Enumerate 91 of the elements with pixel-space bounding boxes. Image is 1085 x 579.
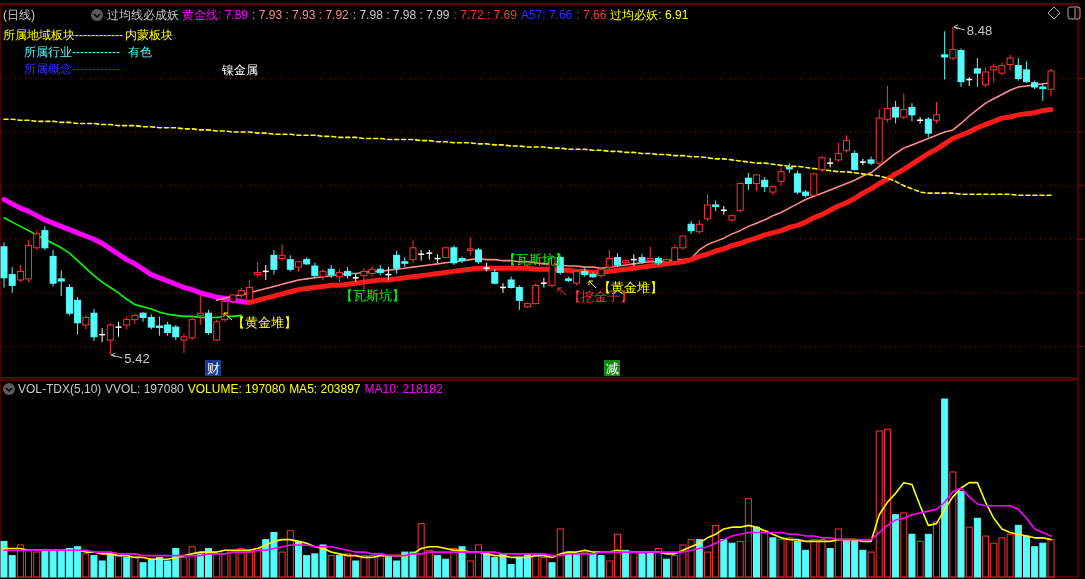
- candlestick: [605, 249, 613, 270]
- bar: [458, 546, 466, 578]
- candlestick: [973, 57, 981, 88]
- bar: [630, 551, 638, 578]
- text: : 7.93 : 7.93 : 7.92: [252, 8, 350, 22]
- bar: [916, 540, 924, 578]
- candlestick: [982, 67, 990, 88]
- text: : 7.72 : 7.69: [453, 8, 518, 22]
- text: 减: [605, 361, 619, 376]
- bar: [695, 539, 703, 578]
- candlestick: [900, 92, 908, 120]
- candlestick: [540, 277, 547, 288]
- chart-title: VOL-TDX(5,10): [18, 382, 102, 396]
- bar: [900, 512, 908, 578]
- candlestick: [278, 244, 286, 262]
- candlestick: [827, 157, 834, 168]
- bar: [957, 491, 965, 578]
- text: MA10: 218182: [364, 382, 443, 396]
- bar: [924, 533, 932, 578]
- bar: [556, 528, 564, 578]
- bar: [1047, 539, 1055, 578]
- annotation: 【黄金堆】: [232, 315, 297, 330]
- candlestick: [466, 236, 474, 256]
- candlestick: [859, 158, 866, 166]
- candlestick: [777, 165, 785, 187]
- candlestick: [319, 268, 327, 281]
- candlestick: [90, 308, 98, 342]
- candlestick: [41, 225, 49, 251]
- candlestick: [270, 249, 278, 276]
- candlestick: [106, 322, 114, 356]
- text: : 7.66: [576, 8, 607, 22]
- text: 黄金线: 7.89: [182, 8, 249, 22]
- bar: [622, 549, 630, 578]
- bar: [941, 398, 949, 578]
- bar: [949, 471, 957, 578]
- candlestick: [409, 239, 417, 264]
- annotation: 5.42: [124, 351, 150, 366]
- bar: [973, 517, 981, 578]
- annotation: 所属概念------------: [24, 62, 120, 76]
- annotation: 有色: [128, 45, 152, 59]
- bar: [834, 528, 842, 578]
- bar: [753, 526, 761, 578]
- bar: [826, 548, 834, 578]
- bar: [932, 521, 940, 578]
- text: 过均必妖: 6.91: [610, 8, 689, 22]
- bar: [908, 533, 916, 578]
- candlestick: [924, 116, 932, 138]
- bar: [761, 530, 769, 578]
- bar: [654, 548, 662, 578]
- candlestick: [196, 294, 204, 326]
- bar: [115, 555, 123, 578]
- text: MA5: 203897: [289, 382, 361, 396]
- candlestick: [941, 30, 949, 81]
- candlestick: [892, 100, 900, 124]
- candlestick: [687, 220, 695, 235]
- bar: [663, 558, 671, 578]
- annotation: 所属行业------------: [24, 45, 120, 59]
- bar: [581, 551, 589, 578]
- bar: [123, 556, 131, 578]
- candlestick: [703, 193, 711, 222]
- annotation: 8.48: [966, 23, 993, 38]
- bar: [327, 555, 335, 578]
- candlestick: [1047, 68, 1055, 97]
- annotation: 所属地域板块------------: [3, 28, 123, 42]
- annotation: 【瓦斯坑】: [340, 288, 405, 303]
- text: 财: [206, 361, 220, 376]
- chart-title: (日线): [3, 8, 35, 22]
- candlestick: [908, 102, 916, 122]
- bar: [548, 562, 556, 578]
- candlestick: [949, 26, 957, 61]
- bar: [82, 553, 90, 578]
- text: : 7.98 : 7.98 : 7.99: [352, 8, 450, 22]
- text: VOLUME: 197080: [187, 382, 286, 396]
- candlestick: [638, 253, 646, 265]
- bar: [965, 526, 973, 578]
- candlestick: [204, 309, 212, 336]
- candlestick: [834, 142, 842, 163]
- candlestick: [1006, 54, 1014, 72]
- text: A57: 7.66: [520, 8, 573, 22]
- bar: [344, 553, 352, 578]
- candlestick: [851, 149, 859, 172]
- bar: [769, 537, 777, 578]
- bar: [892, 514, 900, 578]
- chart-subtitle: 过均线必成妖: [107, 8, 179, 22]
- annotation: 内蒙板块: [125, 28, 173, 42]
- bar: [352, 560, 360, 578]
- candlestick: [932, 101, 940, 124]
- bar: [131, 556, 139, 578]
- annotation: 镍金属: [221, 63, 258, 77]
- bar: [335, 555, 343, 578]
- text: VVOL: 197080: [105, 382, 185, 396]
